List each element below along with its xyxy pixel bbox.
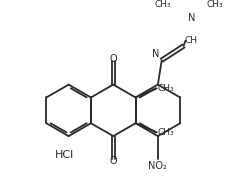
Text: CH₃: CH₃: [158, 128, 174, 137]
Text: CH: CH: [185, 36, 198, 45]
Text: NO₂: NO₂: [149, 161, 167, 171]
Text: O: O: [109, 156, 117, 166]
Text: N: N: [188, 14, 195, 24]
Text: O: O: [109, 54, 117, 64]
Text: HCl: HCl: [55, 150, 74, 160]
Text: CH₃: CH₃: [155, 0, 171, 9]
Text: CH₃: CH₃: [158, 84, 174, 93]
Text: CH₃: CH₃: [206, 0, 223, 9]
Text: N: N: [153, 49, 160, 59]
